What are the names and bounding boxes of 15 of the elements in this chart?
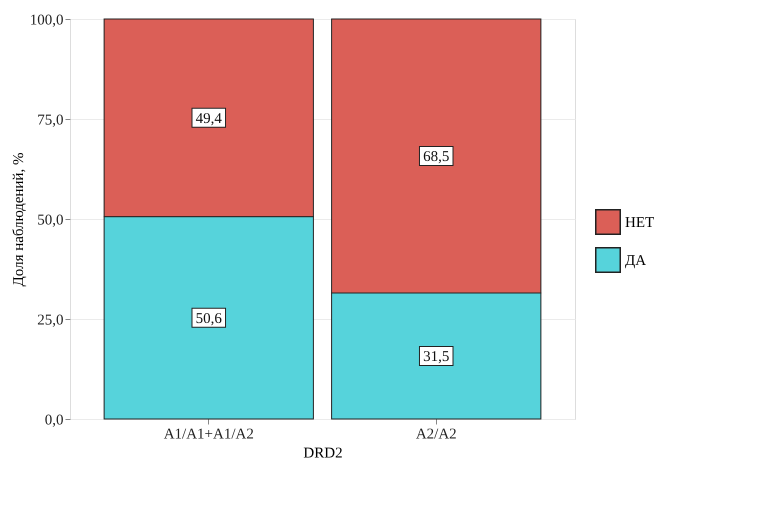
data-label: 68,5 [423, 149, 450, 165]
y-tick-label: 75,0 [37, 112, 64, 128]
data-label: 49,4 [196, 110, 222, 127]
data-label: 50,6 [196, 310, 222, 327]
y-tick-label: 100,0 [30, 12, 64, 28]
y-axis-title: Доля наблюдений, % [10, 152, 27, 286]
x-tick-label: A1/A1+A1/A2 [164, 426, 254, 442]
x-axis-title: DRD2 [303, 446, 343, 462]
legend-label: ДА [625, 253, 646, 269]
y-tick-label: 50,0 [37, 212, 64, 228]
x-tick-label: A2/A2 [416, 426, 457, 442]
data-label: 31,5 [423, 349, 450, 365]
legend-label: НЕТ [625, 215, 654, 231]
y-tick-label: 0,0 [44, 412, 64, 428]
y-tick-label: 25,0 [37, 312, 64, 328]
